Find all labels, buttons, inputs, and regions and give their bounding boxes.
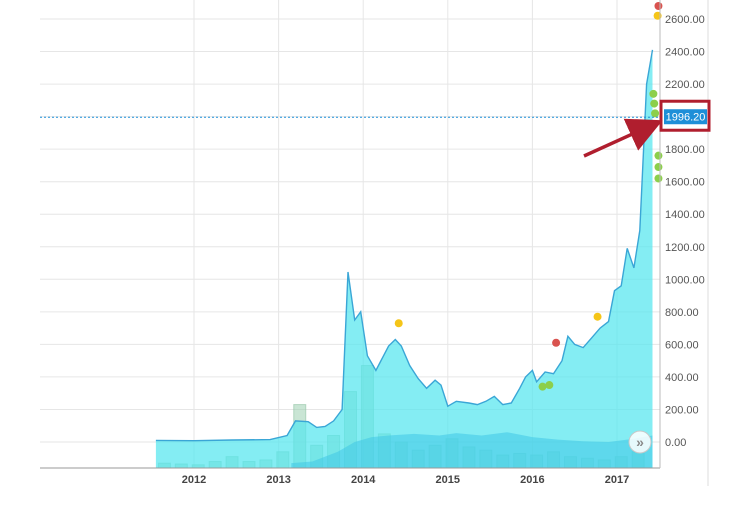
y-tick-label: 1600.00 <box>665 177 705 189</box>
event-markers <box>394 1 663 391</box>
y-tick-label: 400.00 <box>665 372 699 384</box>
event-marker <box>654 174 663 183</box>
event-marker <box>593 312 602 321</box>
x-tick-label: 2014 <box>351 474 376 486</box>
event-marker <box>552 338 561 347</box>
price-line <box>155 49 654 442</box>
event-marker <box>654 1 663 10</box>
x-tick-label: 2015 <box>436 474 460 486</box>
y-tick-label: 1400.00 <box>665 209 705 221</box>
current-value-label: 1996.20 <box>666 112 706 124</box>
event-marker <box>651 109 660 118</box>
y-tick-label: 0.00 <box>665 437 686 449</box>
volume-area <box>291 432 653 468</box>
double-chevron-right-icon[interactable]: » <box>636 434 644 450</box>
y-tick-label: 2200.00 <box>665 79 705 91</box>
y-tick-label: 2400.00 <box>665 47 705 59</box>
y-tick-label: 800.00 <box>665 307 699 319</box>
y-tick-label: 1800.00 <box>665 144 705 156</box>
y-tick-label: 600.00 <box>665 339 699 351</box>
x-axis-ticks: 2012 2013 2014 2015 2016 2017 <box>182 474 629 486</box>
price-area <box>155 49 654 469</box>
axes <box>40 0 709 486</box>
annotation-arrow <box>583 118 663 158</box>
event-marker <box>654 151 663 160</box>
price-area-fill <box>155 49 653 469</box>
scroll-button-circle[interactable] <box>628 430 652 454</box>
y-tick-label: 2600.00 <box>665 14 705 26</box>
y-tick-label: 1200.00 <box>665 242 705 254</box>
event-marker <box>394 319 403 328</box>
current-value-label-bg <box>664 109 707 125</box>
volume-area-fill <box>291 432 653 468</box>
x-tick-label: 2016 <box>520 474 544 486</box>
x-tick-label: 2017 <box>605 474 629 486</box>
event-marker <box>649 89 658 98</box>
y-axis-ticks: 0.00 200.00 400.00 600.00 800.00 1000.00 1200.… <box>665 14 705 449</box>
event-marker <box>650 99 659 108</box>
event-marker <box>654 163 663 172</box>
grid <box>40 0 660 468</box>
x-tick-label: 2012 <box>182 474 206 486</box>
y-tick-label: 200.00 <box>665 404 699 416</box>
y-tick-label: 1000.00 <box>665 274 705 286</box>
event-marker <box>538 382 547 391</box>
event-marker <box>545 381 554 390</box>
x-tick-label: 2013 <box>266 474 290 486</box>
current-value-annotation: 1996.20 <box>40 99 711 158</box>
scroll-right-button[interactable]: » <box>628 430 652 454</box>
highlight-box <box>659 99 711 132</box>
